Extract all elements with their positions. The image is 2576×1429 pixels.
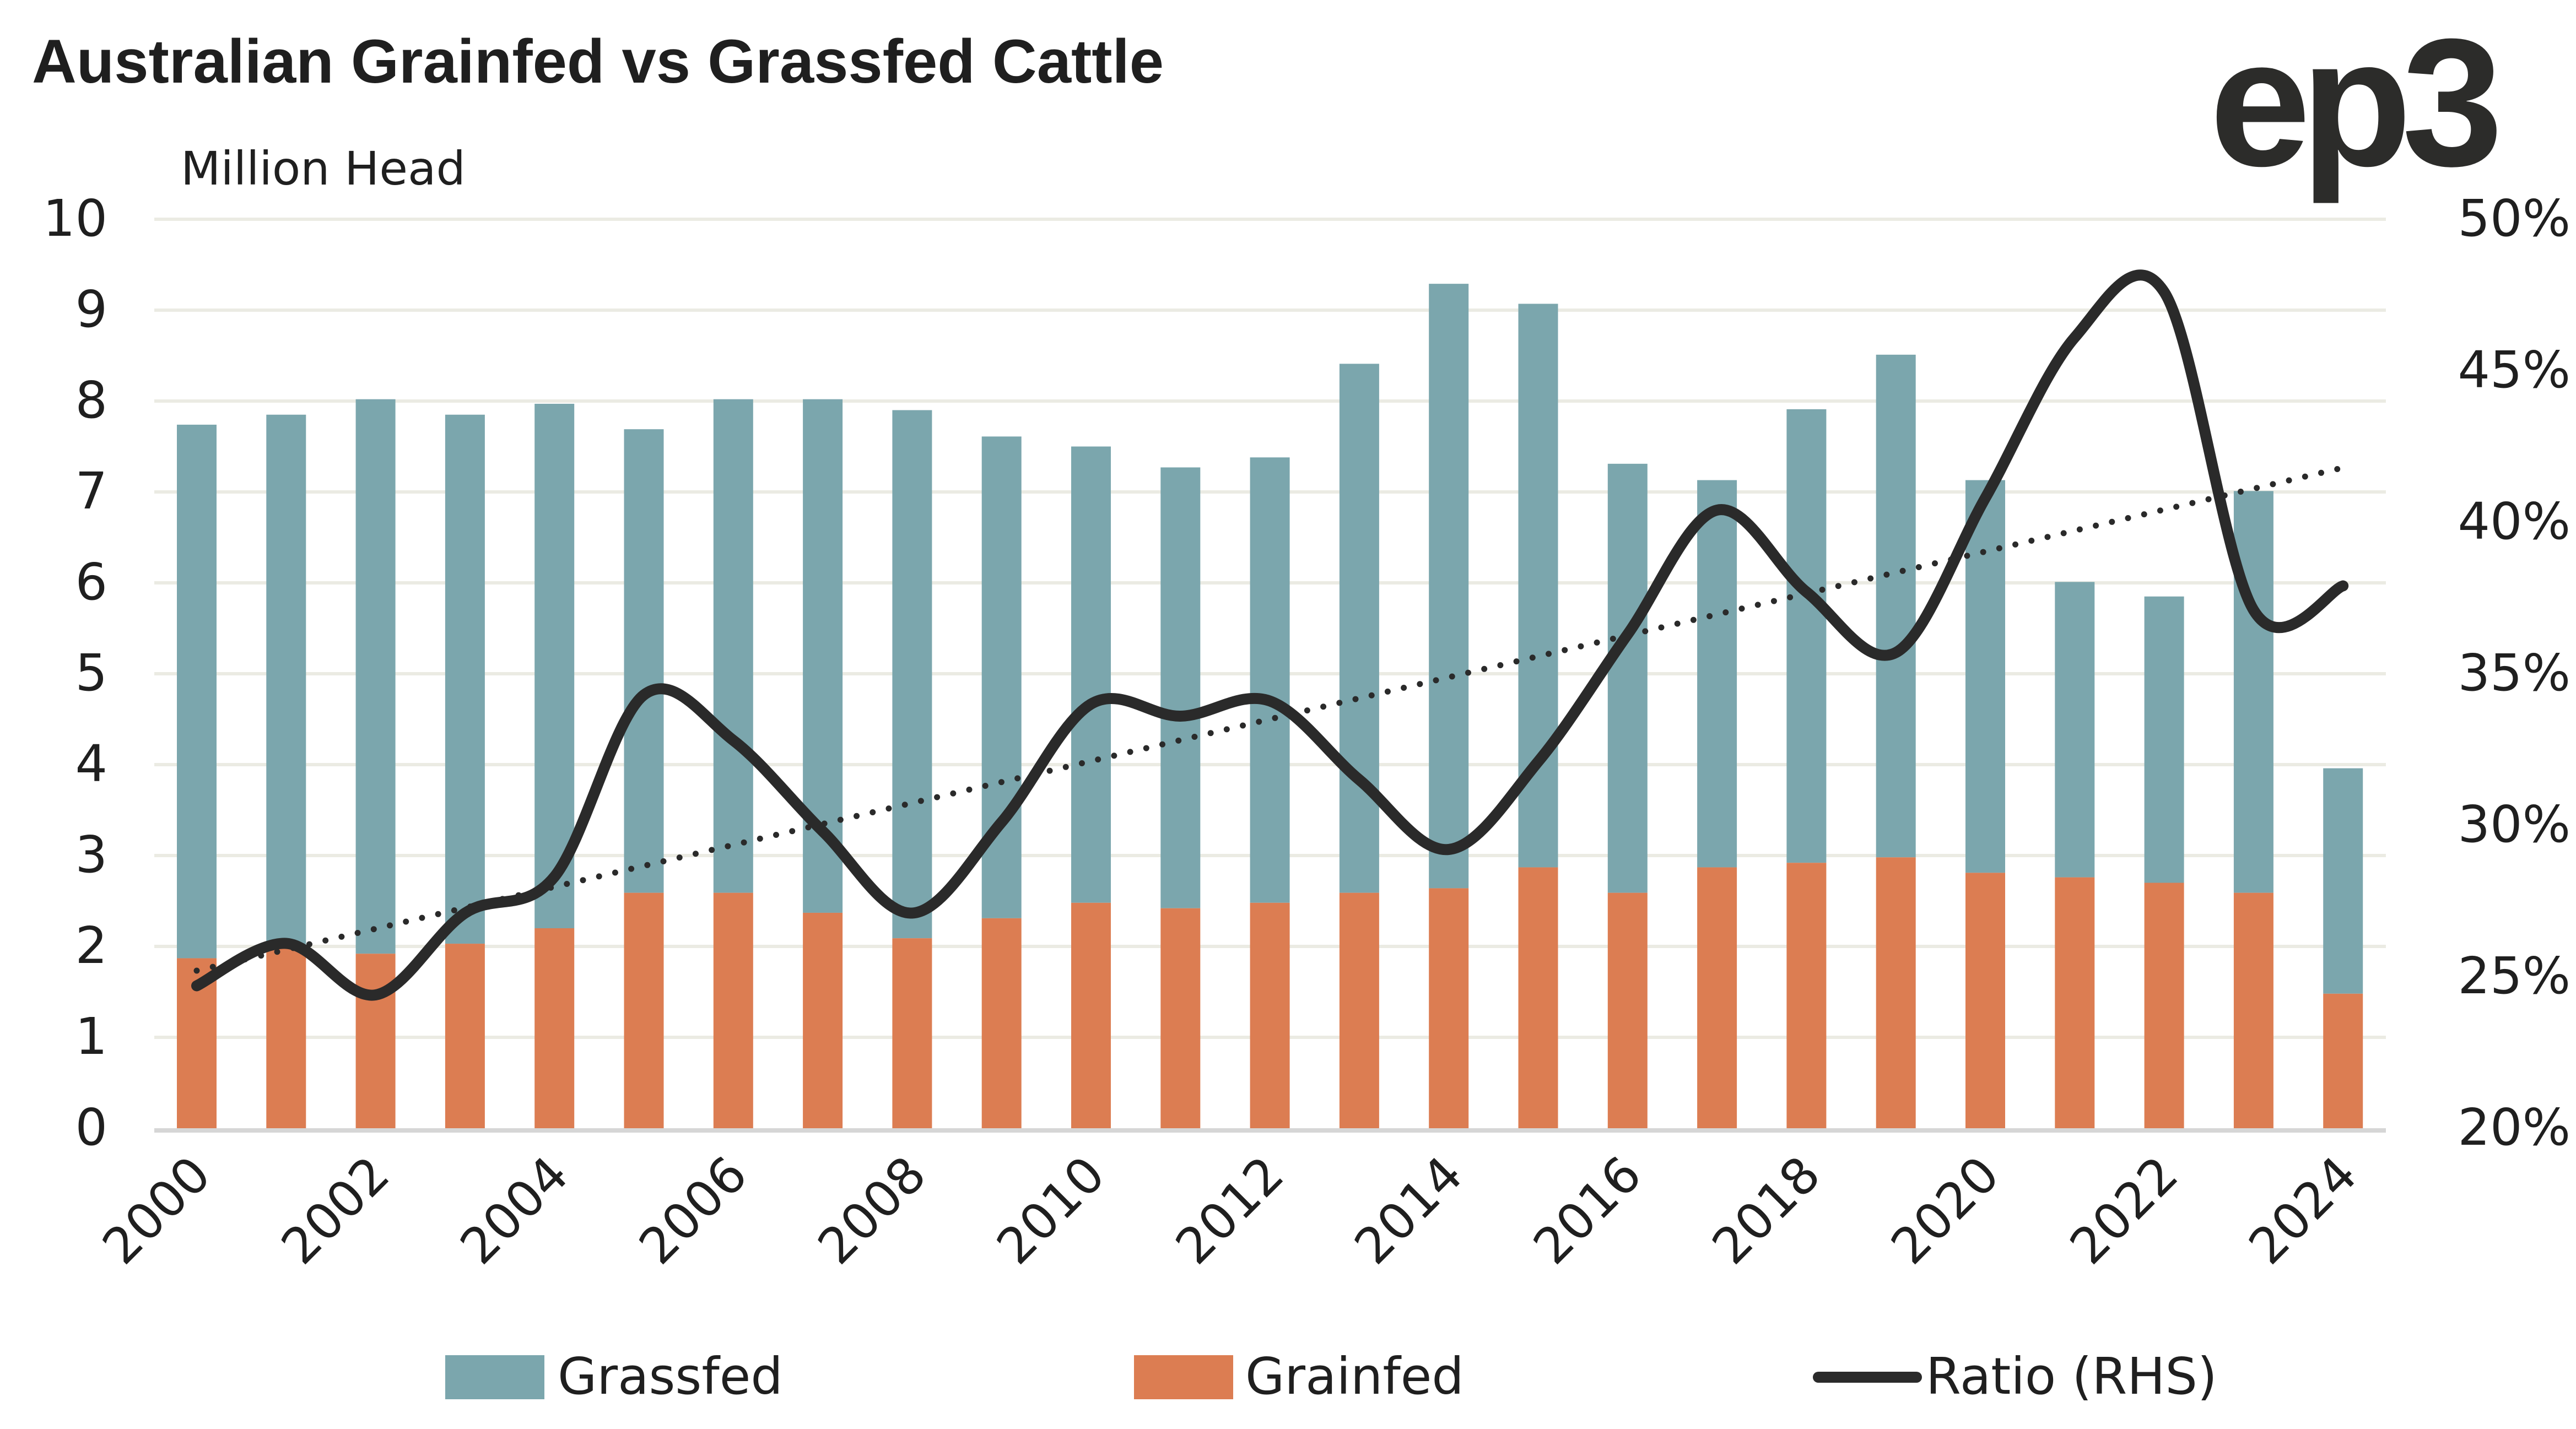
bar-grainfed: [1339, 892, 1379, 1128]
x-tick-label: 2006: [628, 1145, 758, 1275]
y-tick-label-left: 9: [75, 280, 107, 339]
chart-title: Australian Grainfed vs Grassfed Cattle: [32, 27, 1164, 96]
ep3-logo: ep3: [2210, 1, 2508, 205]
bar-grainfed: [2055, 877, 2095, 1128]
y-axis-right: 20% 25% 30% 35% 40% 45% 50%: [2458, 189, 2570, 1157]
bar-grassfed: [1250, 457, 1290, 903]
legend-swatch-grainfed: [1134, 1355, 1233, 1399]
bar-grassfed: [892, 410, 932, 939]
legend: Grassfed Grainfed Ratio (RHS): [445, 1347, 2217, 1406]
bar-grainfed: [803, 912, 843, 1128]
bars: [177, 284, 2363, 1128]
bar-grassfed: [1876, 354, 1916, 858]
bar-grainfed: [1518, 867, 1558, 1128]
x-tick-label: 2004: [450, 1145, 580, 1275]
bar-grainfed: [534, 928, 575, 1128]
ratio-line-path: [191, 269, 2349, 1001]
y-tick-label-left: 8: [75, 371, 107, 430]
bar-grassfed: [624, 429, 664, 893]
legend-item-grainfed[interactable]: Grainfed: [1134, 1347, 1464, 1406]
y-tick-label-right: 25%: [2458, 946, 2570, 1005]
y-tick-label-left: 6: [75, 553, 107, 611]
x-tick-label: 2000: [91, 1145, 222, 1275]
bar-grainfed: [981, 918, 1022, 1128]
trendline-path: [193, 464, 2346, 974]
x-tick-label: 2024: [2238, 1145, 2368, 1275]
y-tick-label-right: 40%: [2458, 492, 2570, 551]
y-tick-label-left: 5: [75, 643, 107, 702]
y-tick-label-right: 20%: [2458, 1098, 2570, 1157]
bar-grassfed: [1160, 467, 1201, 908]
y-tick-label-right: 30%: [2458, 795, 2570, 854]
legend-label-grainfed: Grainfed: [1245, 1347, 1464, 1406]
y-tick-label-right: 45%: [2458, 340, 2570, 399]
bar-grainfed: [1250, 902, 1290, 1128]
bar-grassfed: [355, 399, 396, 954]
bar-grainfed: [2323, 993, 2363, 1128]
bar-grainfed: [1429, 888, 1469, 1128]
y-axis-left: 0 1 2 3 4 5 6 7 8 9 10: [43, 189, 107, 1157]
y-tick-label-left: 1: [75, 1007, 107, 1066]
trendline: [193, 464, 2346, 974]
y-tick-label-left: 10: [43, 189, 107, 248]
bar-grassfed: [177, 424, 217, 959]
bar-grainfed: [1965, 873, 2005, 1128]
y-tick-label-left: 3: [75, 825, 107, 884]
bar-grainfed: [445, 944, 485, 1128]
bar-grassfed: [445, 414, 485, 944]
bar-grainfed: [1071, 902, 1111, 1128]
y-tick-label-left: 0: [75, 1098, 107, 1157]
y-tick-label-left: 7: [75, 462, 107, 521]
x-tick-label: 2008: [807, 1145, 937, 1275]
y-tick-label-left: 4: [75, 734, 107, 793]
legend-item-grassfed[interactable]: Grassfed: [445, 1347, 783, 1406]
bar-grainfed: [624, 892, 664, 1128]
bar-grassfed: [713, 399, 753, 893]
bar-grainfed: [2144, 883, 2184, 1128]
y-tick-label-right: 35%: [2458, 643, 2570, 702]
bar-grainfed: [266, 946, 306, 1128]
bar-grassfed: [2323, 768, 2363, 994]
legend-label-ratio: Ratio (RHS): [1926, 1347, 2217, 1406]
bar-grassfed: [1339, 364, 1379, 893]
bar-grassfed: [1697, 480, 1737, 868]
x-axis-labels: 2000 2002 2004 2006 2008 2010 2012 2014 2016 2018…: [91, 1145, 2368, 1275]
bar-grassfed: [2144, 596, 2184, 883]
bar-grainfed: [1786, 863, 1827, 1128]
x-tick-label: 2016: [1522, 1145, 1652, 1275]
x-tick-label: 2010: [986, 1145, 1116, 1275]
bar-grainfed: [713, 892, 753, 1128]
bar-grainfed: [1607, 892, 1648, 1128]
bar-grassfed: [2233, 491, 2273, 893]
legend-label-grassfed: Grassfed: [558, 1347, 783, 1406]
bar-grassfed: [1965, 480, 2005, 873]
logo-text: ep3: [2210, 1, 2498, 205]
bar-grassfed: [1429, 284, 1469, 889]
bar-grainfed: [1697, 867, 1737, 1128]
x-tick-label: 2020: [1880, 1145, 2010, 1275]
x-tick-label: 2014: [1344, 1145, 1474, 1275]
bar-grassfed: [1607, 463, 1648, 893]
bar-grainfed: [1876, 857, 1916, 1128]
legend-item-ratio[interactable]: Ratio (RHS): [1813, 1347, 2217, 1406]
x-tick-label: 2018: [1702, 1145, 1832, 1275]
bar-grassfed: [1071, 446, 1111, 903]
x-tick-label: 2022: [2059, 1145, 2189, 1275]
x-tick-label: 2002: [271, 1145, 401, 1275]
bar-grainfed: [892, 938, 932, 1128]
y-axis-title: Million Head: [181, 142, 466, 196]
bar-grassfed: [534, 403, 575, 928]
bar-grassfed: [266, 414, 306, 946]
y-tick-label-right: 50%: [2458, 189, 2570, 248]
bar-grainfed: [355, 954, 396, 1128]
bar-grainfed: [1160, 908, 1201, 1128]
legend-swatch-grassfed: [445, 1355, 544, 1399]
bar-grassfed: [1786, 409, 1827, 863]
bar-grassfed: [2055, 582, 2095, 878]
x-tick-label: 2012: [1165, 1145, 1295, 1275]
y-tick-label-left: 2: [75, 916, 107, 975]
ratio-line: [191, 269, 2349, 1001]
bar-grainfed: [2233, 892, 2273, 1128]
